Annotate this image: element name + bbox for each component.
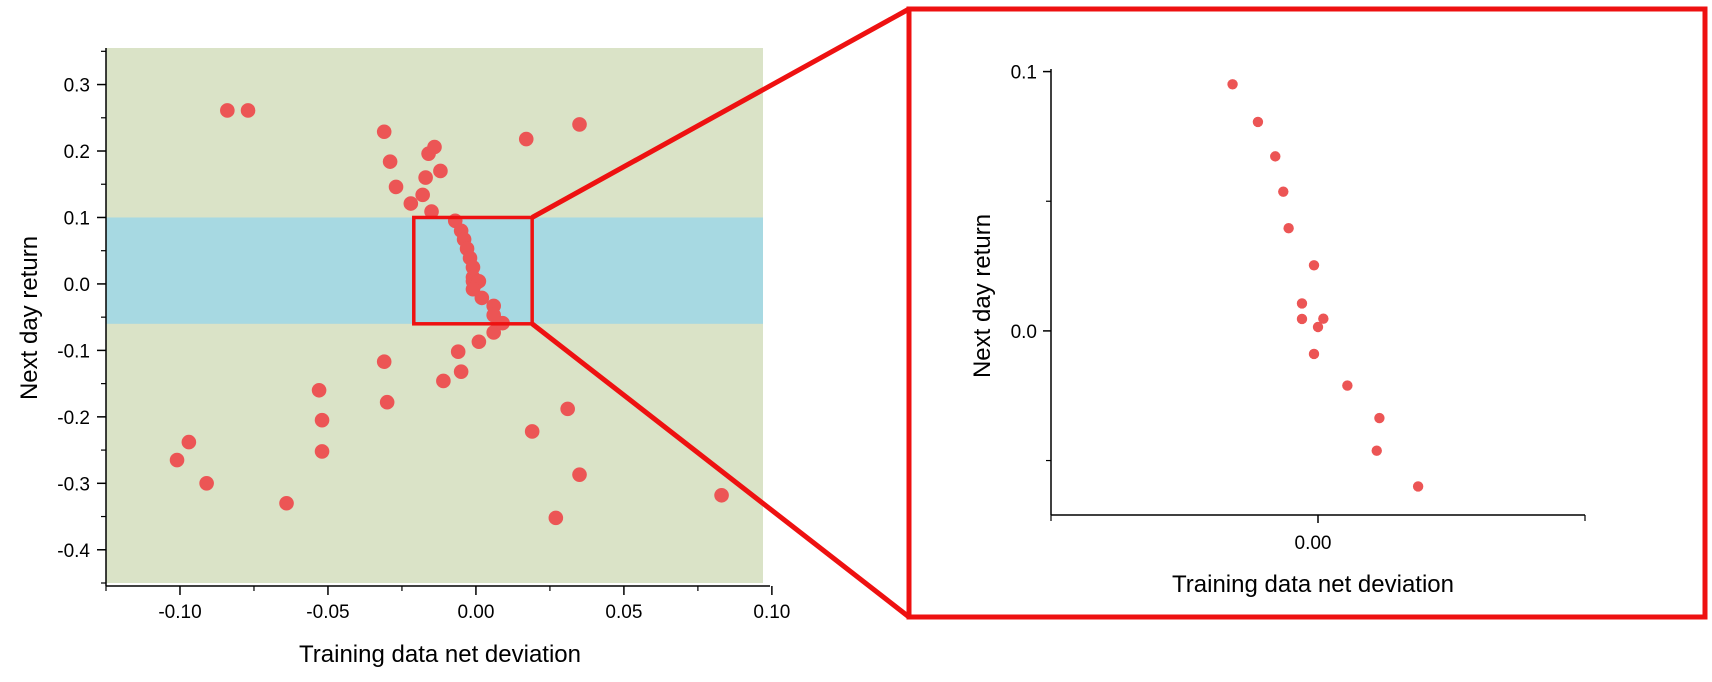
main-x-ticks: -0.10 -0.05 0.00 0.05 0.10 bbox=[105, 586, 790, 623]
data-point bbox=[1252, 116, 1264, 128]
data-point bbox=[181, 434, 197, 450]
y-tick-label: 0.0 bbox=[64, 275, 90, 296]
data-point bbox=[1312, 321, 1324, 333]
y-tick-label: -0.4 bbox=[57, 541, 90, 562]
data-point bbox=[453, 364, 469, 379]
data-point bbox=[314, 412, 330, 428]
data-point bbox=[311, 382, 327, 398]
data-point bbox=[1278, 186, 1289, 197]
data-point bbox=[433, 163, 448, 179]
zoom-x-axis-title: Training data net deviation bbox=[1172, 571, 1454, 598]
data-point bbox=[403, 196, 419, 211]
data-point bbox=[169, 452, 185, 468]
zoom-connector-lines bbox=[530, 6, 911, 619]
main-scatter-panel: -0.10 -0.05 0.00 0.05 0.10 0.3 0.2 0.1 0.0 -0.1 -… bbox=[16, 48, 790, 668]
data-point bbox=[714, 487, 729, 503]
x-tick-label: 0.00 bbox=[457, 602, 494, 623]
main-x-axis-title: Training data net deviation bbox=[299, 641, 581, 668]
zoom-panel-frame bbox=[906, 6, 1708, 620]
y-tick-label: 0.0 bbox=[1011, 322, 1037, 343]
data-point bbox=[436, 373, 451, 389]
data-point bbox=[382, 154, 398, 169]
data-point bbox=[1283, 223, 1294, 234]
data-point bbox=[572, 117, 587, 132]
y-tick-label: -0.3 bbox=[57, 474, 90, 495]
main-data-points bbox=[169, 103, 729, 526]
zoom-region-box bbox=[412, 215, 534, 326]
data-point bbox=[548, 510, 564, 526]
data-point bbox=[1308, 260, 1320, 271]
x-tick-label: -0.05 bbox=[306, 602, 349, 623]
x-tick-label: -0.10 bbox=[158, 602, 201, 623]
data-point bbox=[240, 103, 256, 118]
data-point bbox=[1270, 151, 1281, 162]
data-point bbox=[1308, 348, 1320, 360]
zoom-connector-top bbox=[530, 6, 911, 220]
data-point bbox=[376, 124, 392, 140]
y-tick-label: 0.1 bbox=[1011, 63, 1037, 84]
data-point bbox=[1318, 313, 1329, 324]
y-tick-label: -0.1 bbox=[57, 341, 90, 362]
zoom-connector-bottom bbox=[530, 321, 911, 619]
data-point bbox=[474, 290, 490, 306]
y-tick-label: 0.1 bbox=[64, 208, 90, 229]
x-tick-label: 0.10 bbox=[753, 602, 790, 623]
data-point bbox=[418, 170, 433, 185]
data-point bbox=[1371, 445, 1382, 456]
zoom-x-ticks: 0.00 bbox=[1050, 515, 1586, 554]
data-point bbox=[1412, 481, 1424, 492]
data-point bbox=[486, 325, 501, 340]
data-point bbox=[424, 204, 439, 219]
data-point bbox=[1374, 412, 1385, 424]
data-point bbox=[279, 495, 294, 511]
data-point bbox=[450, 344, 466, 360]
data-point bbox=[1296, 298, 1308, 309]
y-tick-label: -0.2 bbox=[57, 408, 90, 429]
data-point bbox=[388, 179, 404, 195]
data-point bbox=[524, 424, 540, 439]
data-point bbox=[560, 401, 575, 417]
zoom-scatter-panel: 0.00 0.10.0 Training data net deviation … bbox=[906, 6, 1708, 620]
main-y-ticks: 0.3 0.2 0.1 0.0 -0.1 -0.2 -0.3 -0.4 bbox=[57, 50, 106, 584]
data-point bbox=[518, 131, 534, 147]
data-point bbox=[415, 187, 430, 203]
data-point bbox=[1227, 79, 1238, 90]
zoom-y-ticks: 0.1 0.0 bbox=[1011, 63, 1051, 462]
data-point bbox=[314, 444, 330, 459]
x-tick-label: 0.00 bbox=[1295, 533, 1332, 554]
y-tick-label: 0.3 bbox=[64, 76, 90, 97]
data-point bbox=[572, 467, 587, 482]
data-point bbox=[1296, 313, 1308, 325]
main-y-axis-title: Next day return bbox=[16, 236, 43, 400]
highlight-band bbox=[106, 217, 763, 324]
data-point bbox=[471, 334, 487, 350]
data-point bbox=[427, 139, 442, 155]
x-tick-label: 0.05 bbox=[605, 602, 642, 623]
data-point bbox=[376, 354, 392, 369]
data-point bbox=[220, 103, 235, 118]
data-point bbox=[199, 476, 214, 491]
data-point bbox=[1342, 380, 1353, 391]
data-point bbox=[379, 394, 395, 410]
zoom-y-axis-title: Next day return bbox=[969, 214, 996, 378]
y-tick-label: 0.2 bbox=[64, 142, 90, 163]
zoom-data-points bbox=[1227, 79, 1424, 492]
